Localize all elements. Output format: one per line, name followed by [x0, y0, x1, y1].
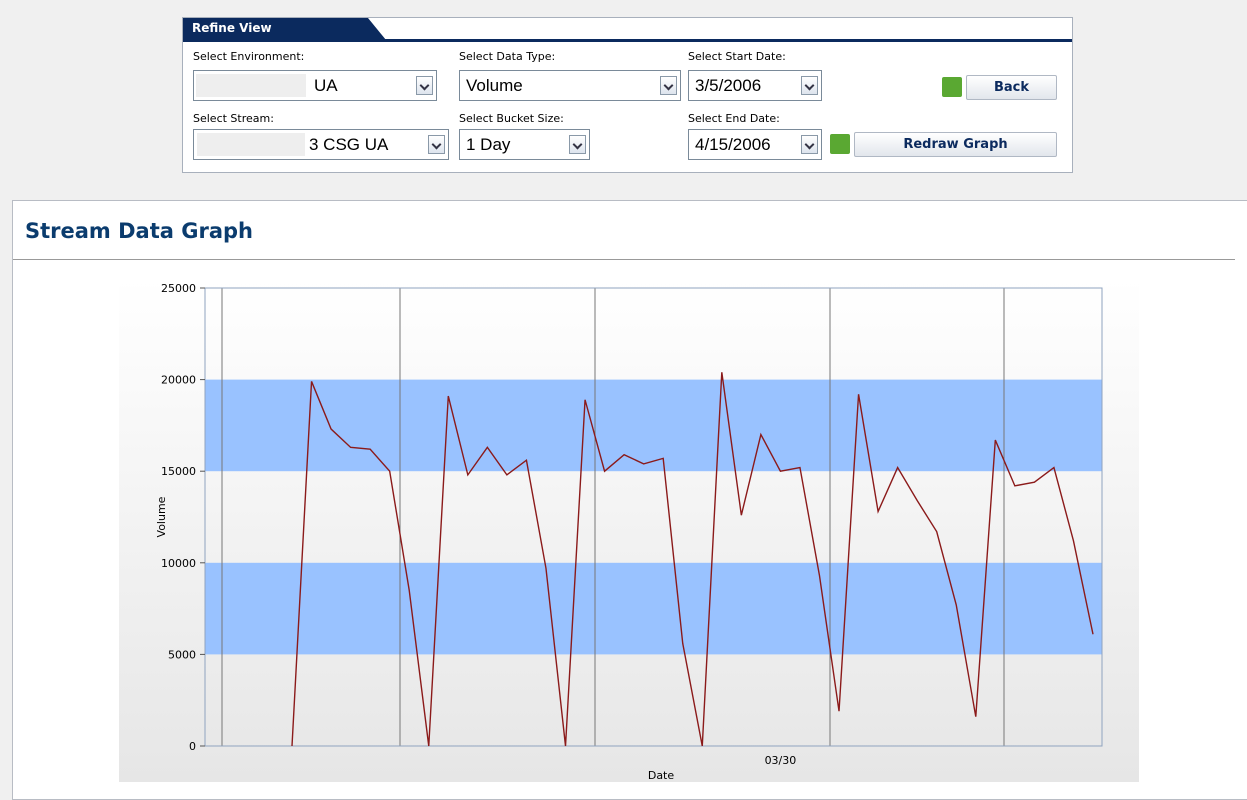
graph-panel: Stream Data Graph: [12, 200, 1247, 800]
field-label: Select Stream:: [193, 112, 274, 125]
select-value: 1 Day: [466, 135, 511, 154]
y-tick-label: 15000: [161, 465, 196, 478]
field-label: Select End Date:: [688, 112, 780, 125]
y-tick-label: 5000: [168, 648, 196, 661]
select-value: 4/15/2006: [695, 135, 771, 154]
dropdown-arrow: [416, 76, 433, 95]
select-value: 3/5/2006: [695, 76, 762, 95]
dropdown-arrow: [801, 135, 818, 154]
band: [205, 379, 1102, 472]
plot-border: [204, 287, 1103, 747]
data-type-select[interactable]: Volume: [459, 70, 681, 101]
start-date-select[interactable]: 3/5/2006: [688, 70, 822, 101]
field-label: Select Bucket Size:: [459, 112, 564, 125]
tab-title: Refine View: [192, 21, 272, 35]
redacted: [196, 74, 306, 97]
tab-bar: [183, 39, 1072, 42]
line: [291, 372, 1094, 747]
select-value: UA: [314, 76, 338, 95]
select-value: Volume: [466, 76, 523, 95]
end-date-select[interactable]: 4/15/2006: [688, 129, 822, 160]
y-axis-label: Volume: [155, 496, 168, 537]
stream-select[interactable]: 3 CSG UA: [193, 129, 449, 160]
select-value: 3 CSG UA: [309, 135, 389, 154]
panel-title: Stream Data Graph: [25, 219, 253, 243]
y-tick-label: 25000: [161, 282, 196, 295]
back-icon[interactable]: [942, 77, 962, 97]
dropdown-arrow: [801, 76, 818, 95]
dropdown-arrow: [660, 76, 677, 95]
dropdown-arrow: [428, 135, 445, 154]
y-tick-label: 0: [189, 740, 196, 753]
field-label: Select Start Date:: [688, 50, 786, 63]
x-axis-label: Date: [648, 769, 675, 782]
redacted: [197, 133, 305, 156]
back-button[interactable]: Back: [966, 75, 1057, 100]
dropdown-arrow: [569, 135, 586, 154]
tab: [183, 18, 386, 40]
redraw-button[interactable]: Redraw Graph: [854, 132, 1057, 157]
bucket-size-select[interactable]: 1 Day: [459, 129, 590, 160]
redraw-icon[interactable]: [830, 134, 850, 154]
x-tick-label: 03/30: [765, 754, 797, 767]
field-label: Select Data Type:: [459, 50, 556, 63]
field-label: Select Environment:: [193, 50, 305, 63]
y-tick-label: 10000: [161, 557, 196, 570]
title-rule: [13, 259, 1235, 260]
environment-select[interactable]: UA: [193, 70, 437, 101]
y-tick-label: 20000: [161, 374, 196, 387]
chart-background: [119, 279, 1139, 782]
band: [205, 562, 1102, 655]
